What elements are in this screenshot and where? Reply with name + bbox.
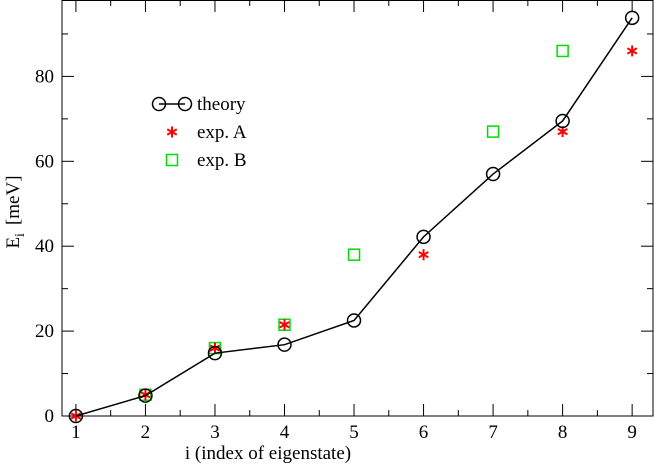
y-axis-title-main: E xyxy=(3,237,24,249)
data-point xyxy=(347,248,361,261)
y-tick-label: 80 xyxy=(35,66,54,87)
x-axis-title: i (index of eigenstate) xyxy=(185,443,351,464)
legend-marker xyxy=(165,153,179,167)
x-tick-label: 2 xyxy=(141,422,151,443)
data-point xyxy=(207,345,223,361)
data-point xyxy=(624,10,640,26)
series-layer xyxy=(68,10,640,424)
x-tick-label: 6 xyxy=(419,422,429,443)
legend-label: exp. A xyxy=(197,122,247,143)
svg-text:Ei[meV]: Ei [meV] xyxy=(3,175,28,248)
x-tick-label: 1 xyxy=(71,422,81,443)
data-point xyxy=(138,388,153,403)
legend-label: theory xyxy=(197,94,246,115)
data-point xyxy=(209,342,221,354)
tick-labels: 1 2 3 4 5 6 7 8 9 0 20 40 60 80 xyxy=(35,66,637,443)
y-tick-label: 20 xyxy=(35,321,54,342)
y-axis-title: Ei [meV] xyxy=(3,175,28,248)
theory-line xyxy=(75,17,633,417)
series-exp-a xyxy=(70,45,638,422)
x-tick-label: 4 xyxy=(280,422,290,443)
y-axis-title-unit: [meV] xyxy=(3,175,24,225)
legend-marker xyxy=(151,96,167,112)
data-point xyxy=(556,44,569,58)
y-tick-label: 40 xyxy=(35,236,54,257)
x-tick-label: 3 xyxy=(210,422,220,443)
axis-ticks xyxy=(62,0,653,417)
legend-item: exp. A xyxy=(166,122,247,143)
data-point xyxy=(277,337,292,352)
data-point xyxy=(416,229,431,245)
legend-item: exp. B xyxy=(165,150,247,171)
data-point xyxy=(626,45,638,57)
data-point xyxy=(418,249,429,261)
series-theory xyxy=(68,10,640,424)
y-axis-title-subscript: i xyxy=(13,233,28,237)
x-tick-label: 9 xyxy=(627,422,637,443)
data-point xyxy=(555,113,570,129)
legend: theory exp. A exp. B xyxy=(147,86,265,178)
legend-item: theory xyxy=(151,94,246,115)
data-point xyxy=(486,125,500,138)
data-point xyxy=(346,313,362,328)
legend-label: exp. B xyxy=(197,150,247,171)
legend-marker xyxy=(166,126,178,138)
x-tick-label: 7 xyxy=(488,422,498,443)
x-tick-label: 8 xyxy=(558,422,568,443)
data-point xyxy=(279,319,290,331)
x-tick-label: 5 xyxy=(349,422,359,443)
y-tick-label: 60 xyxy=(35,151,54,172)
plot-frame xyxy=(61,0,654,417)
data-point xyxy=(68,408,84,424)
y-tick-label: 0 xyxy=(45,406,55,427)
legend-marker xyxy=(177,96,193,112)
data-point xyxy=(485,166,501,182)
